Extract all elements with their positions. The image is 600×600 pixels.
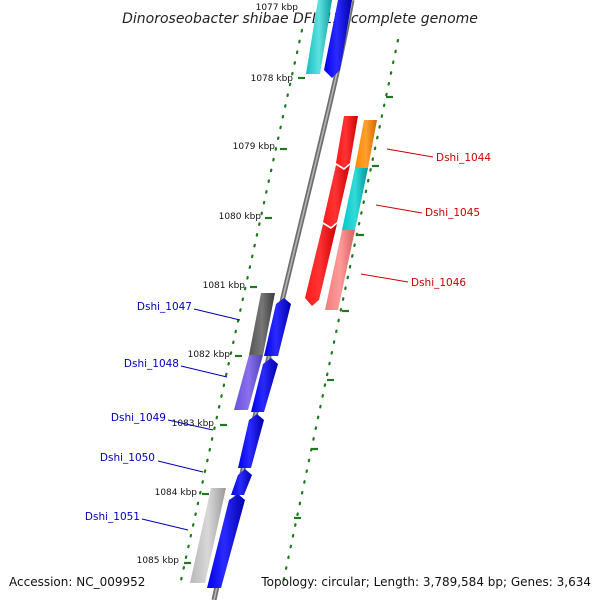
- gene-feature-dark-grey[interactable]: [249, 293, 275, 355]
- tick-label-1079: 1079 kbp: [233, 142, 276, 152]
- gene-label-dshi-1046[interactable]: Dshi_1046: [411, 277, 466, 289]
- tick-label-1084: 1084 kbp: [155, 488, 198, 498]
- gene-label-dshi-1051[interactable]: Dshi_1051: [85, 511, 140, 523]
- reverse-genes: [190, 293, 291, 588]
- gene-arrow-reverse-1[interactable]: [264, 298, 291, 356]
- gene-arrow-reverse-4[interactable]: [231, 469, 252, 495]
- tick-label-1081: 1081 kbp: [203, 281, 246, 291]
- gene-feature-pink[interactable]: [325, 230, 355, 310]
- topology-label: Topology: circular; Length: 3,789,584 bp…: [260, 575, 591, 589]
- forward-gene-labels: Dshi_1044 Dshi_1045 Dshi_1046: [360, 148, 491, 289]
- tick-line-right: [280, 38, 400, 590]
- gene-feature-cyan-top[interactable]: [306, 0, 332, 74]
- gene-arrow-reverse-3[interactable]: [238, 414, 264, 468]
- gene-label-dshi-1049[interactable]: Dshi_1049: [111, 412, 166, 424]
- gene-feature-purple[interactable]: [234, 355, 263, 410]
- gene-arrow-reverse-top[interactable]: [324, 0, 352, 78]
- map-title: Dinoroseobacter shibae DFL 12, complete …: [122, 11, 478, 27]
- leader-line: [193, 308, 241, 321]
- tick-line-left: [178, 28, 304, 587]
- tick-label-1080: 1080 kbp: [219, 212, 262, 222]
- tick-labels: 1077 kbp 1078 kbp 1079 kbp 1080 kbp 1081…: [137, 2, 300, 566]
- leader-line: [141, 518, 189, 531]
- gene-arrow-forward-3[interactable]: [305, 224, 337, 306]
- gene-feature-cyan[interactable]: [342, 168, 368, 230]
- gene-arrow-forward-2[interactable]: [323, 165, 350, 227]
- gene-label-dshi-1044[interactable]: Dshi_1044: [436, 152, 491, 164]
- gene-arrow-reverse-5[interactable]: [207, 494, 245, 588]
- leader-line: [180, 365, 228, 378]
- major-ticks: [184, 76, 393, 565]
- gene-label-dshi-1048[interactable]: Dshi_1048: [124, 358, 179, 370]
- gene-label-dshi-1050[interactable]: Dshi_1050: [100, 452, 155, 464]
- forward-genes: [305, 116, 377, 310]
- gene-label-dshi-1047[interactable]: Dshi_1047: [137, 301, 192, 313]
- tick-label-1077: 1077 kbp: [256, 3, 299, 13]
- tick-label-1078: 1078 kbp: [251, 74, 294, 84]
- leader-line: [375, 204, 423, 214]
- top-partial-genes: [306, 0, 352, 78]
- accession-label: Accession: NC_009952: [9, 575, 145, 589]
- gene-arrow-reverse-2[interactable]: [251, 358, 278, 412]
- tick-label-1082: 1082 kbp: [188, 350, 231, 360]
- gene-label-dshi-1045[interactable]: Dshi_1045: [425, 207, 480, 219]
- tick-label-1083: 1083 kbp: [172, 419, 215, 429]
- tick-label-1085: 1085 kbp: [137, 556, 180, 566]
- leader-line: [167, 419, 214, 431]
- reverse-gene-labels: Dshi_1047 Dshi_1048 Dshi_1049 Dshi_1050 …: [85, 301, 241, 531]
- leader-line: [360, 273, 409, 283]
- gene-feature-orange[interactable]: [355, 120, 377, 168]
- gene-feature-light-grey[interactable]: [190, 488, 226, 583]
- leader-line: [157, 460, 204, 473]
- gene-arrow-forward-1[interactable]: [336, 116, 358, 168]
- leader-line: [386, 148, 434, 158]
